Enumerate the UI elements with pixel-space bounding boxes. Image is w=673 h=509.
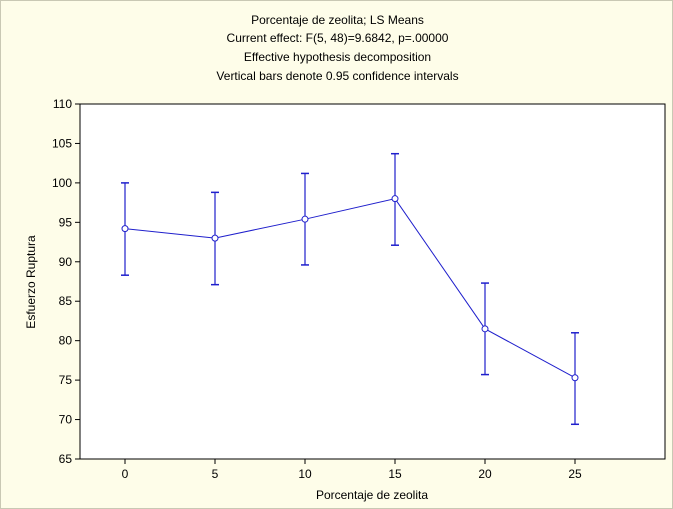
data-point [301,215,309,223]
x-tick-label: 0 [122,467,129,481]
chart-title-line-3: Effective hypothesis decomposition [243,50,432,64]
data-point [481,325,489,333]
y-axis-label: Esfuerzo Ruptura [24,235,38,329]
chart-title-line-4: Vertical bars denote 0.95 confidence int… [216,69,459,83]
x-tick-label: 10 [298,467,312,481]
y-tick-label: 65 [59,452,73,466]
data-point [211,234,219,242]
x-tick-label: 20 [478,467,492,481]
chart-title-line-1: Porcentaje de zeolita; LS Means [251,13,424,27]
y-tick-label: 100 [52,176,72,190]
x-tick-label: 5 [212,467,219,481]
y-tick-label: 85 [59,294,73,308]
axis-ticks: 65 70 75 80 85 90 95 100 105 110 0 5 10 15 20 25 [52,97,582,481]
plot-area [79,103,666,460]
y-tick-label: 80 [59,334,73,348]
y-tick-label: 95 [59,215,73,229]
y-tick-label: 75 [59,373,73,387]
chart-title-line-2: Current effect: F(5, 48)=9.6842, p=.0000… [226,31,449,45]
data-point [121,225,129,233]
x-tick-label: 15 [388,467,402,481]
data-point [571,374,579,382]
y-tick-label: 90 [59,255,73,269]
x-tick-label: 25 [568,467,582,481]
y-tick-label: 110 [53,97,72,111]
y-tick-label: 70 [59,413,73,427]
data-series [121,152,579,426]
data-point [391,195,399,203]
series-line [124,198,576,379]
y-tick-label: 105 [52,136,72,150]
x-axis-label: Porcentaje de zeolita [316,488,428,502]
